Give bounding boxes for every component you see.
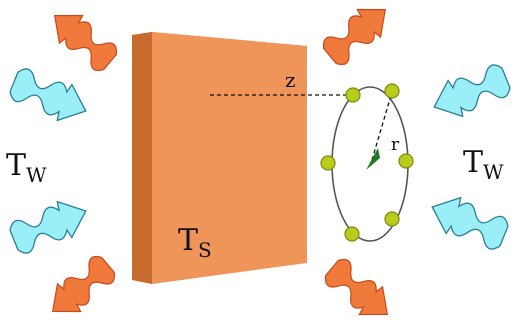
- slab-front-face: [152, 32, 307, 284]
- wall-temp-right-sub: W: [483, 160, 504, 184]
- particle: [384, 83, 400, 99]
- wall-temp-right-main: T: [463, 145, 483, 180]
- wavy-arrow-icon: [40, 250, 121, 326]
- slab-temp-main: T: [178, 223, 198, 258]
- wall-temp-left-label: TW: [6, 148, 47, 187]
- triangle-icon: [366, 148, 380, 170]
- wavy-arrow-icon: [6, 63, 94, 130]
- radius-line: [371, 91, 393, 161]
- wavy-arrow-icon: [426, 59, 514, 126]
- particles: [320, 83, 414, 242]
- wavy-arrow-icon: [42, 1, 123, 77]
- wavy-arrow-icon: [317, 0, 398, 71]
- wall-temp-right-label: TW: [463, 145, 504, 184]
- particle: [320, 155, 336, 171]
- slab-side-face: [132, 32, 152, 284]
- particle: [384, 211, 400, 227]
- particle-ring: r: [320, 83, 414, 242]
- slab-temp-label: TS: [178, 223, 212, 262]
- wavy-arrow-icon: [6, 192, 94, 259]
- radius-label: r: [391, 135, 400, 155]
- particle: [398, 153, 414, 169]
- particle: [344, 226, 360, 242]
- slab: [132, 32, 307, 284]
- distance-label: z: [285, 68, 296, 92]
- wavy-arrow-icon: [319, 253, 400, 326]
- wall-temp-left-sub: W: [26, 163, 47, 187]
- particle: [345, 87, 361, 103]
- wavy-arrow-icon: [424, 188, 512, 255]
- slab-temp-sub: S: [198, 238, 212, 262]
- wall-temp-left-main: T: [6, 148, 26, 183]
